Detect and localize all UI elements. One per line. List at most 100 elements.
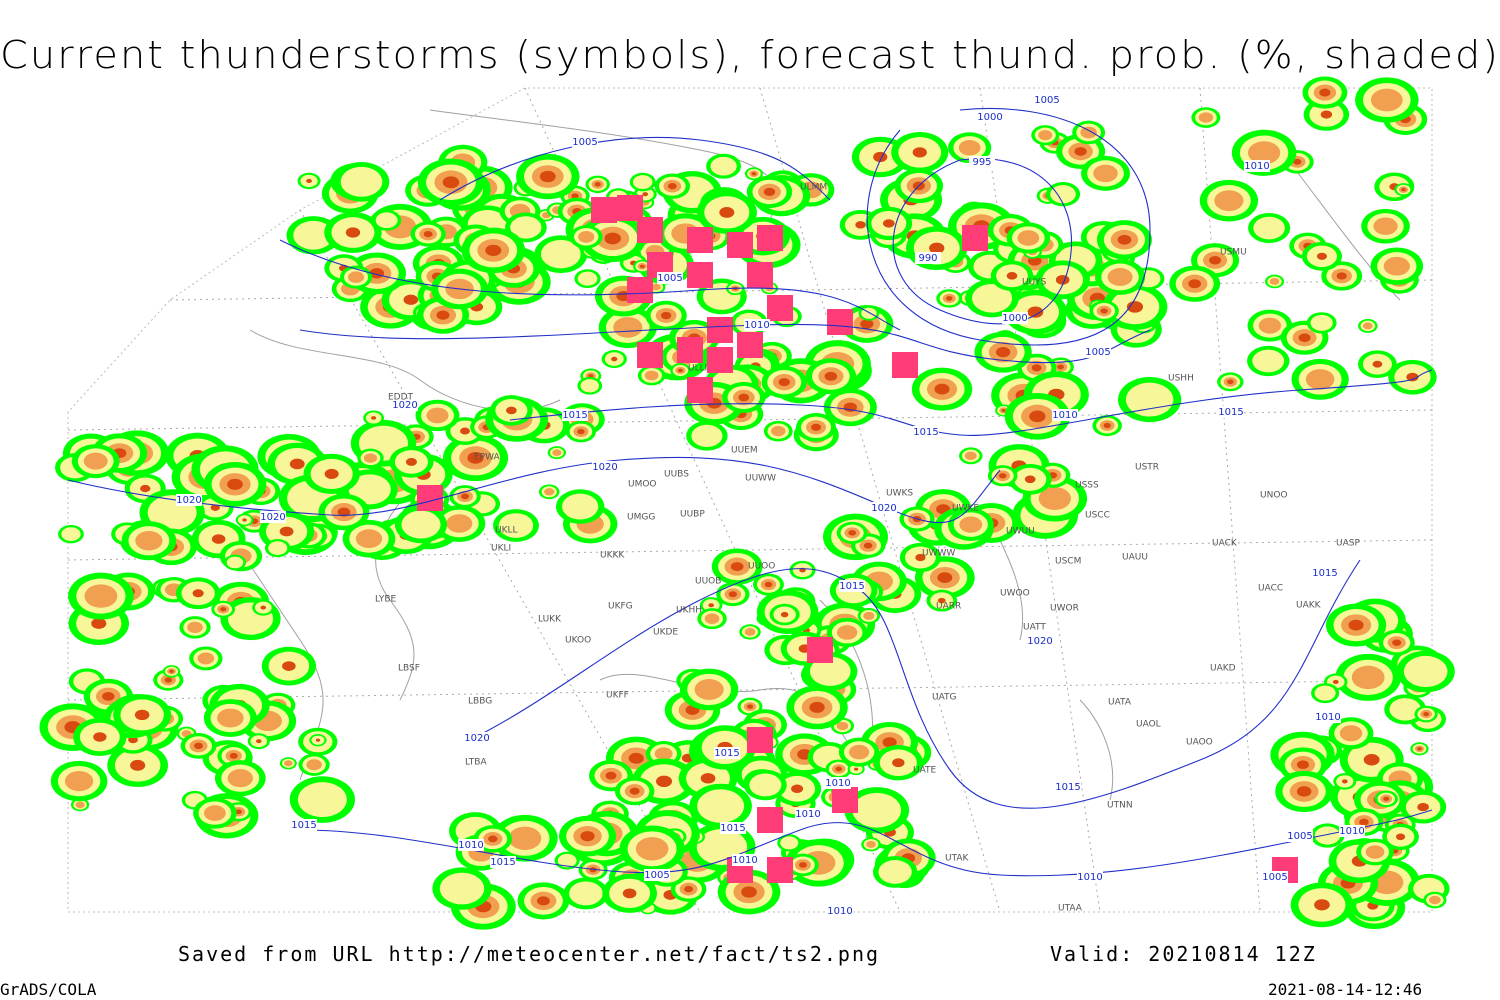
isobar-label-box: [720, 822, 746, 834]
shade-blob: [460, 427, 470, 435]
shade-blob: [1351, 665, 1385, 690]
shade-blob: [604, 232, 621, 245]
isobar-label: 1020: [260, 512, 285, 523]
shade-blob: [744, 628, 756, 636]
storm-symbol: [757, 225, 783, 251]
shade-blob: [134, 709, 150, 721]
isobar-label: 1010: [795, 809, 820, 820]
shade-blob: [1188, 279, 1202, 289]
shade-blob: [642, 192, 649, 197]
station-code: USMU: [1220, 248, 1247, 258]
station-code: UKDE: [653, 628, 678, 638]
shade-blob: [403, 294, 419, 305]
storm-symbol: [707, 347, 733, 373]
isobar-line: [279, 239, 901, 331]
shade-blob: [1253, 216, 1285, 240]
shade-blob: [1406, 372, 1419, 382]
station-code: UAKK: [1296, 601, 1322, 611]
isobar-label-box: [1027, 635, 1053, 647]
storm-symbol: [892, 352, 918, 378]
shade-blob: [370, 416, 377, 420]
isobar-label-box: [644, 869, 670, 881]
shade-blob: [64, 770, 94, 792]
shade-blob: [809, 701, 825, 713]
shade-blob: [467, 452, 484, 464]
shade-blob: [697, 789, 745, 823]
shade-blob: [268, 541, 288, 555]
isobar-label: 1005: [1085, 347, 1110, 358]
station-code: USTR: [1135, 463, 1159, 473]
station-code: UAKD: [1210, 664, 1236, 674]
isobar-label: 1015: [291, 820, 316, 831]
shade-blob: [749, 773, 782, 797]
storm-symbol: [617, 195, 643, 221]
shade-blob: [446, 514, 473, 533]
shade-blob: [937, 597, 946, 604]
isobar-label-box: [871, 502, 897, 514]
shade-blob: [1383, 796, 1390, 801]
isobar-label: 1010: [732, 855, 757, 866]
station-code: UWOO: [1000, 589, 1030, 599]
isobar-label: 1005: [1287, 831, 1312, 842]
shade-blob: [75, 801, 85, 809]
isobar-line: [469, 559, 1361, 809]
shade-blob: [91, 618, 107, 629]
isobar-label: 1020: [871, 503, 896, 514]
shade-blob: [306, 178, 312, 183]
shade-blob: [972, 283, 1013, 313]
shade-blob: [780, 836, 799, 850]
station-code: UACK: [1212, 539, 1238, 549]
isobar-label-box: [714, 747, 740, 759]
shade-blob: [203, 805, 226, 821]
software-credit: GrADS/COLA: [0, 980, 97, 999]
station-code: LBSF: [398, 664, 420, 674]
shade-blob: [1316, 252, 1327, 260]
shade-blob: [289, 458, 305, 470]
shade-blob: [882, 219, 895, 228]
shade-blob: [345, 227, 361, 238]
station-code: UKHH: [676, 606, 702, 616]
shade-blob: [588, 374, 594, 378]
shade-blob: [282, 661, 296, 671]
station-code: LBBG: [468, 697, 492, 707]
shade-blob: [61, 527, 81, 542]
shade-blob: [728, 591, 738, 598]
shade-blob: [738, 393, 750, 402]
isobar-label-box: [1339, 825, 1365, 837]
shade-blob: [1125, 382, 1174, 417]
isobar-label-box: [839, 580, 865, 592]
shade-blob: [340, 166, 383, 197]
station-code: UARR: [936, 602, 961, 612]
shade-blob: [863, 542, 873, 549]
shade-blob: [1038, 130, 1053, 141]
shade-blob: [811, 423, 822, 431]
shade-blob: [229, 752, 238, 759]
shade-blob: [324, 468, 339, 479]
shade-blob: [1050, 185, 1076, 204]
shade-blob: [279, 526, 294, 537]
station-code: UATA: [1108, 698, 1132, 708]
isobar-label-box: [1085, 346, 1111, 358]
shade-blob: [1362, 322, 1373, 330]
isobar-line: [509, 369, 1433, 436]
shade-blob: [848, 530, 857, 536]
shade-blob: [791, 784, 804, 794]
shade-blob: [1198, 112, 1214, 123]
shade-blob: [946, 296, 953, 301]
shade-blob: [1031, 364, 1042, 372]
station-code: UMOO: [628, 480, 657, 490]
shade-blob: [878, 860, 912, 884]
shade-blob: [622, 888, 637, 899]
storm-symbol: [677, 337, 703, 363]
station-code: UAUU: [1122, 553, 1148, 563]
isobar-label-box: [1287, 830, 1313, 842]
isobar-label: 1015: [839, 581, 864, 592]
shade-blob: [656, 775, 673, 788]
isobar-label-box: [176, 494, 202, 506]
station-code: UNOO: [1260, 491, 1288, 501]
isobar-label: 1015: [490, 857, 515, 868]
shade-blob: [580, 379, 600, 393]
isobar-label-box: [977, 111, 1003, 123]
shade-blob: [83, 452, 108, 470]
